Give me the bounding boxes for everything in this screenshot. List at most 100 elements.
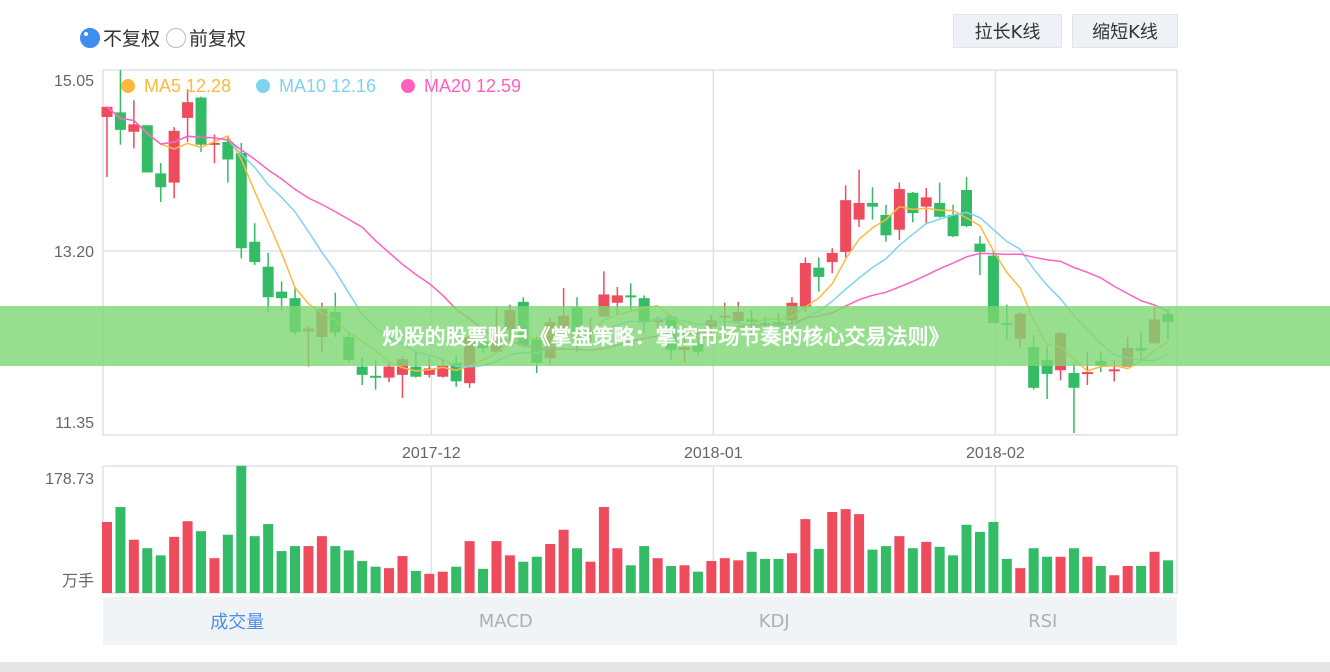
y-tick-label: 15.05 (54, 73, 94, 90)
price-panel-frame (102, 69, 1178, 436)
candle-body (853, 202, 865, 220)
legend-entry: MA20 12.59 (424, 76, 521, 96)
candle-body (813, 267, 825, 277)
candle-body (920, 197, 932, 207)
candle-body (1068, 373, 1080, 388)
volume-bar (142, 548, 153, 593)
volume-bar (1042, 556, 1053, 593)
volume-bar (639, 546, 650, 593)
volume-bar (169, 536, 180, 593)
candle-body (423, 368, 435, 375)
volume-bar (290, 546, 301, 593)
volume-bar (867, 549, 878, 593)
tab-macd[interactable]: MACD (478, 610, 533, 632)
candle-body (101, 106, 113, 117)
volume-bar (1028, 548, 1039, 593)
volume-bar (733, 560, 744, 593)
candle-body (867, 202, 879, 207)
volume-bar (397, 556, 408, 593)
candle-body (383, 366, 395, 378)
volume-bar (437, 571, 448, 593)
shorten-kline-button[interactable]: 缩短K线 (1072, 14, 1178, 48)
volume-bar (854, 514, 865, 593)
legend-marker (121, 79, 135, 93)
banner-text: 炒股的股票账户《掌盘策略：掌控市场节奏的核心交易法则》 (382, 325, 950, 349)
tab-volume[interactable]: 成交量 (210, 612, 265, 633)
volume-bar (572, 548, 583, 593)
candle-body (208, 142, 220, 145)
candle-body (155, 173, 167, 188)
candle-body (235, 153, 247, 249)
candle-body (249, 241, 261, 263)
candle-body (947, 214, 959, 237)
volume-bar (115, 507, 126, 593)
volume-bar (276, 551, 287, 593)
radio-forward-adjust[interactable]: 前复权 (166, 24, 246, 51)
candle-body (262, 266, 274, 298)
volume-bar (222, 534, 233, 593)
candle-body (961, 189, 973, 227)
volume-bar (102, 521, 112, 593)
candle-body (114, 112, 126, 130)
volume-bar (478, 568, 489, 593)
volume-bar (504, 555, 515, 593)
radio-label: 不复权 (103, 28, 161, 50)
candle-body (611, 295, 623, 303)
volume-bar (625, 565, 636, 593)
tab-rsi[interactable]: RSI (1028, 610, 1058, 632)
candle-body (356, 366, 368, 375)
tab-kdj[interactable]: KDJ (758, 610, 790, 632)
volume-bar (303, 546, 314, 593)
volume-bar (1055, 556, 1066, 593)
volume-bar (880, 546, 891, 593)
volume-bar (612, 548, 623, 593)
candle-body (880, 214, 892, 236)
candle-body (370, 375, 382, 378)
adjust-radio-group: 不复权 前复权 (80, 24, 252, 51)
candle-body (987, 255, 999, 324)
volume-bar (182, 521, 193, 593)
indicator-tabs: 成交量 MACD KDJ RSI (103, 597, 1177, 645)
candle-body (1041, 360, 1053, 374)
lengthen-kline-button[interactable]: 拉长K线 (953, 14, 1062, 48)
volume-bar (746, 551, 757, 593)
volume-bar (128, 539, 139, 593)
volume-bar (1015, 568, 1026, 593)
volume-bar (410, 570, 421, 593)
volume-bar (558, 529, 569, 593)
volume-bar (974, 531, 985, 593)
volume-bar (343, 550, 354, 593)
volume-bar (679, 565, 690, 593)
x-tick-label: 2018-01 (684, 445, 743, 462)
volume-bar (316, 536, 327, 593)
volume-bar (1149, 551, 1160, 593)
candle-body (437, 365, 449, 377)
volume-bar (384, 568, 395, 593)
legend-entry: MA5 12.28 (144, 76, 231, 96)
volume-bar (370, 566, 381, 593)
volume-bar (907, 548, 918, 593)
volume-bar (1095, 565, 1106, 593)
footer-bar (0, 662, 1330, 672)
radio-no-adjust[interactable]: 不复权 (80, 24, 160, 51)
candle-body (195, 97, 207, 145)
candle-body (450, 362, 462, 382)
volume-bar (961, 524, 972, 593)
volume-bar (719, 558, 730, 593)
volume-bar (518, 561, 529, 593)
volume-bar (813, 548, 824, 593)
volume-bar (598, 507, 609, 593)
candle-body (826, 252, 838, 263)
volume-bar (840, 509, 851, 593)
volume-bar (894, 536, 905, 593)
volume-bar (786, 553, 797, 593)
volume-bar (1136, 565, 1147, 593)
volume-bar (585, 561, 596, 593)
volume-bar (1001, 558, 1012, 593)
y-tick-label: 11.35 (55, 415, 94, 432)
x-tick-label: 2018-02 (966, 445, 1025, 462)
volume-bar (934, 546, 945, 593)
promo-banner: 炒股的股票账户《掌盘策略：掌控市场节奏的核心交易法则》 (0, 306, 1330, 366)
volume-max-label: 178.73 (45, 471, 94, 488)
volume-bar (357, 561, 368, 593)
